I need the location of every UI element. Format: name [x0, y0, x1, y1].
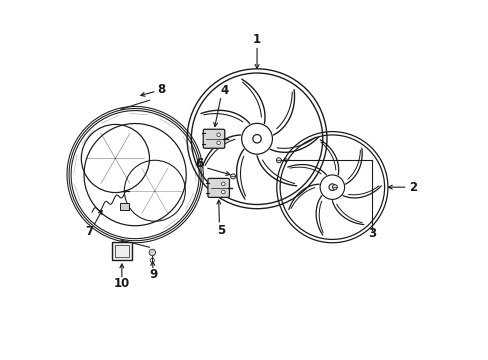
Circle shape — [217, 133, 220, 136]
Text: 8: 8 — [157, 83, 165, 96]
Circle shape — [217, 141, 220, 145]
Text: 7: 7 — [85, 225, 93, 238]
Circle shape — [221, 190, 224, 194]
FancyBboxPatch shape — [207, 179, 229, 197]
FancyBboxPatch shape — [203, 129, 224, 148]
Circle shape — [230, 174, 235, 179]
Circle shape — [149, 249, 155, 256]
Bar — [112, 242, 131, 260]
Bar — [114, 244, 129, 257]
Circle shape — [328, 184, 335, 190]
Circle shape — [276, 158, 281, 163]
Text: 2: 2 — [408, 181, 416, 194]
Text: 6: 6 — [195, 157, 203, 170]
Text: 5: 5 — [217, 224, 225, 237]
Circle shape — [221, 182, 224, 186]
Circle shape — [332, 185, 337, 190]
Circle shape — [252, 135, 261, 143]
Text: 3: 3 — [367, 227, 375, 240]
Text: 10: 10 — [114, 278, 130, 291]
Bar — [120, 203, 128, 211]
Text: 9: 9 — [149, 268, 158, 281]
Text: 1: 1 — [252, 33, 261, 46]
Text: 4: 4 — [220, 84, 228, 97]
